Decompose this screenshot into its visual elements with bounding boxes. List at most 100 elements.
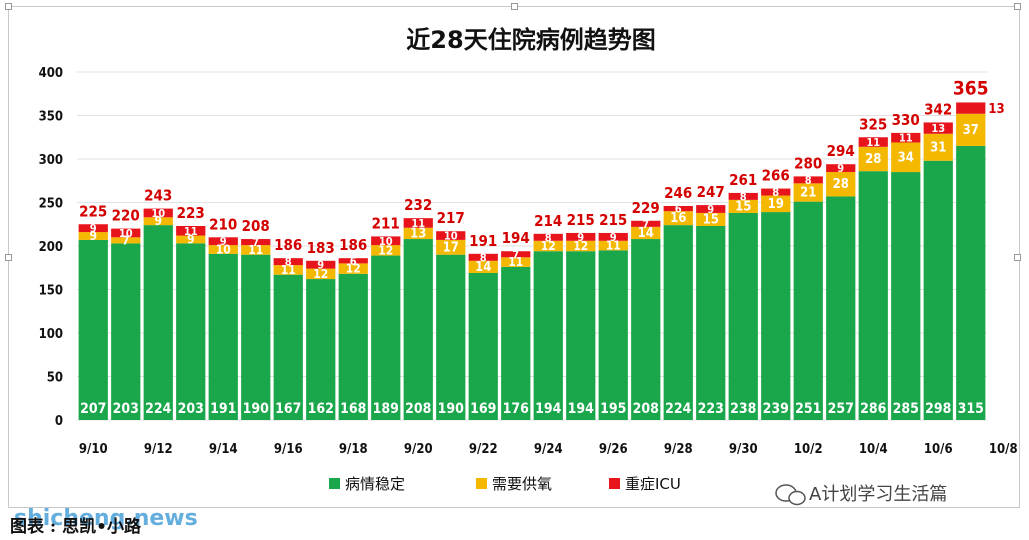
x-tick-label: 9/24 (534, 442, 563, 457)
data-label-oxygen: 12 (573, 239, 588, 253)
x-axis: 9/10 9/12 9/14 9/16 9/18 9/20 9/22 9/24 9/26 9/28… (79, 442, 1018, 457)
bar-segment-icu (306, 260, 336, 269)
x-tick-label: 10/2 (794, 442, 823, 457)
bar-segment-oxygen (371, 245, 401, 256)
data-label-icu: 9 (707, 203, 714, 216)
bar-segment-icu (403, 218, 433, 228)
bar-segment-icu (468, 253, 498, 261)
bar-segment-oxygen (403, 227, 433, 240)
bar-segment-oxygen (533, 240, 563, 252)
resize-handle-left[interactable] (5, 254, 12, 261)
bar-segment-oxygen (241, 245, 271, 255)
bar-segment-oxygen (728, 199, 758, 213)
resize-handle-top-right[interactable] (1014, 3, 1021, 10)
data-label-icu: 11 (866, 136, 880, 149)
data-label-oxygen: 13 (410, 226, 426, 241)
stacked-bar-chart: 近28天住院病例趋势图 0 50 100 150 200 250 300 350 400 207… (39, 26, 1018, 506)
legend: 病情稳定 需要供氧 重症ICU (329, 475, 681, 493)
data-label-total: 325 (859, 115, 887, 133)
data-label-total: 342 (924, 100, 952, 118)
data-label-oxygen: 34 (898, 150, 914, 165)
legend-swatch-icu (609, 478, 620, 489)
resize-handle-top[interactable] (511, 3, 518, 10)
data-label-icu: 11 (899, 132, 913, 145)
bar-segment-icu (826, 164, 856, 173)
data-label-icu: 7 (512, 248, 519, 261)
bar-segment-oxygen (793, 183, 823, 202)
bar-segment-icu (891, 132, 921, 143)
bars (78, 102, 986, 421)
data-label-icu: 9 (577, 231, 584, 244)
bar-segment-icu (663, 205, 693, 212)
data-label-total: 243 (144, 187, 172, 205)
bar-segment-stable (143, 225, 173, 420)
data-label-oxygen: 12 (541, 239, 556, 253)
data-label-oxygen: 11 (281, 263, 296, 277)
bar-segment-oxygen (143, 217, 173, 226)
data-label-icu: 9 (610, 231, 617, 244)
x-tick-label: 9/14 (209, 442, 238, 457)
data-label-stable: 194 (535, 401, 562, 417)
bar-segment-stable (728, 212, 758, 420)
legend-label-stable: 病情稳定 (345, 475, 405, 493)
data-label-total: 214 (534, 212, 562, 230)
data-label-icu: 9 (90, 222, 97, 235)
data-label-stable: 286 (860, 401, 887, 417)
bar-segment-icu (566, 232, 596, 241)
bar-segment-oxygen (598, 240, 628, 251)
data-label-icu: 8 (285, 256, 292, 269)
data-label-total: 294 (827, 142, 855, 160)
bar-segment-icu (501, 251, 531, 258)
bar-segment-icu (371, 236, 401, 246)
data-label-total: 220 (112, 207, 140, 225)
data-label-total: 223 (177, 204, 205, 222)
data-label-oxygen: 15 (735, 199, 751, 214)
data-label-total: 225 (79, 202, 107, 220)
data-label-total: 183 (307, 239, 335, 257)
bar-segment-icu (956, 102, 986, 114)
data-label-total: 247 (697, 183, 725, 201)
data-label-total: 266 (762, 167, 790, 185)
data-label-oxygen: 9 (89, 229, 97, 243)
data-label-icu: 9 (220, 235, 227, 248)
bar-segment-stable (826, 196, 856, 420)
data-label-stable: 285 (893, 401, 919, 417)
data-label-icu: 8 (772, 186, 779, 199)
data-label-oxygen: 11 (248, 243, 263, 257)
data-label-stable: 162 (308, 401, 334, 417)
bar-segment-icu (241, 239, 271, 246)
chart-frame: 近28天住院病例趋势图 0 50 100 150 200 250 300 350 400 207… (5, 3, 1021, 508)
data-label-stable: 224 (665, 401, 692, 417)
data-label-stable: 224 (145, 401, 172, 417)
bar-segment-icu (728, 192, 758, 200)
data-label-stable: 239 (763, 401, 789, 417)
resize-handle-right[interactable] (1014, 254, 1021, 261)
bar-segment-oxygen (176, 235, 206, 244)
data-label-stable: 176 (503, 401, 530, 417)
bar-segment-oxygen (631, 226, 661, 240)
data-label-oxygen: 37 (963, 123, 979, 138)
bar-segment-stable (631, 239, 661, 420)
y-tick-label: 400 (39, 66, 63, 81)
data-label-oxygen: 7 (122, 233, 130, 247)
data-label-icu: 8 (740, 190, 747, 203)
bar-segment-stable (501, 266, 531, 420)
bar-segment-icu (858, 137, 888, 147)
x-tick-label: 9/16 (274, 442, 303, 457)
bar-segment-stable (403, 239, 433, 420)
data-label-total: 208 (242, 217, 270, 235)
resize-handle-top-left[interactable] (5, 3, 12, 10)
y-tick-label: 200 (39, 240, 63, 255)
data-label-stable: 190 (243, 401, 270, 417)
bar-segment-icu (338, 258, 368, 264)
data-label-total: 217 (437, 209, 465, 227)
x-tick-label: 9/26 (599, 442, 628, 457)
bar-segment-stable (208, 253, 238, 420)
bar-segment-oxygen (468, 260, 498, 273)
data-label-oxygen: 31 (930, 140, 946, 155)
site-watermark: shicheng.news (14, 506, 198, 531)
chart-title: 近28天住院病例趋势图 (406, 26, 655, 54)
bar-segment-stable (78, 239, 108, 420)
y-tick-label: 250 (39, 197, 63, 212)
data-label-icu: 8 (545, 231, 552, 244)
